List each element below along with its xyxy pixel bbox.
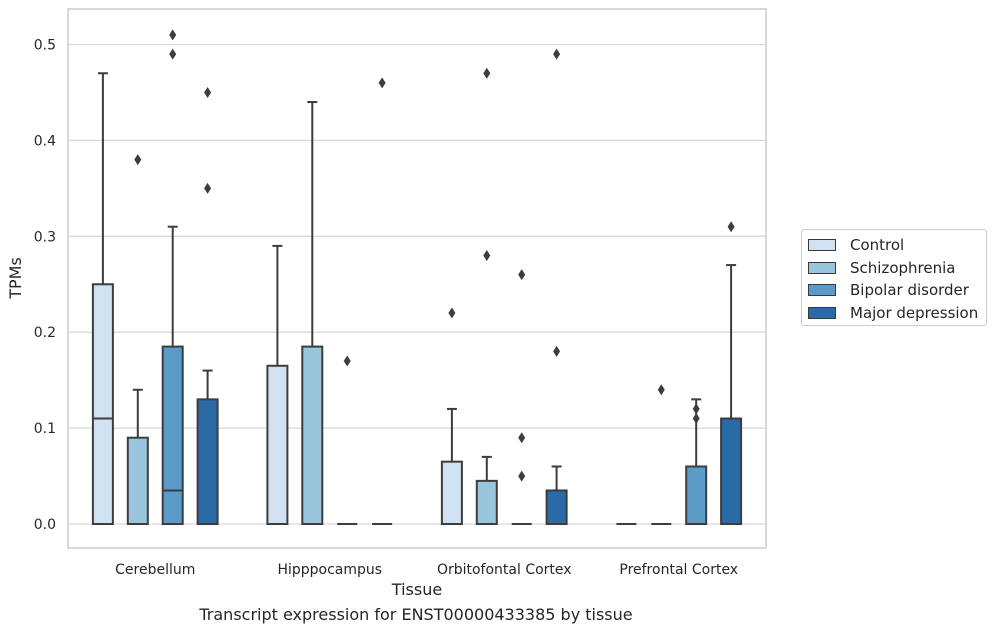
legend: Control Schizophrenia Bipolar disorder Majo… (801, 229, 987, 326)
y-tick-label: 0.4 (34, 133, 56, 149)
legend-swatch (808, 284, 836, 296)
outlier-point (518, 432, 526, 444)
outlier-point (518, 470, 526, 482)
x-tick-label: Prefrontal Cortex (619, 562, 738, 578)
box-major-depression (372, 77, 393, 526)
box-iqr (475, 479, 498, 526)
outlier-point (553, 345, 561, 357)
box-schizophrenia (475, 67, 498, 526)
box-iqr (685, 465, 708, 526)
box-iqr (720, 417, 743, 526)
outlier-point (204, 86, 212, 98)
outlier-point (483, 249, 491, 261)
box-control (266, 244, 289, 526)
outlier-point (169, 48, 177, 60)
chart-caption: Transcript expression for ENST0000043338… (199, 605, 633, 624)
y-tick-labels: 0.0 0.1 0.2 0.3 0.4 0.5 (34, 37, 56, 533)
outlier-point (692, 413, 700, 425)
outlier-point (518, 269, 526, 281)
y-tick-label: 0.2 (34, 325, 56, 341)
outlier-point (204, 182, 212, 194)
box-iqr (91, 283, 114, 526)
outlier-point (134, 154, 142, 166)
box-bipolar-disorder (685, 398, 708, 526)
gridlines (68, 43, 766, 525)
outlier-point (553, 48, 561, 60)
legend-label: Major depression (850, 303, 979, 322)
box-bipolar-disorder (161, 29, 184, 526)
box-schizophrenia (126, 154, 149, 526)
legend-item: Major depression (808, 304, 978, 322)
legend-item: Schizophrenia (808, 259, 955, 277)
legend-swatch (808, 306, 836, 319)
box-major-depression (545, 48, 568, 526)
box-iqr (196, 398, 219, 526)
outlier-point (483, 67, 491, 79)
y-tick-label: 0.3 (34, 229, 56, 245)
outlier-point (378, 77, 386, 89)
box-iqr (161, 345, 184, 526)
x-tick-label: Orbitofontal Cortex (437, 562, 572, 578)
legend-item: Bipolar disorder (808, 281, 969, 299)
plot-frame (67, 8, 767, 549)
outlier-point (448, 307, 456, 319)
x-tick-label: Hipppocampus (277, 562, 382, 578)
legend-label: Schizophrenia (850, 258, 956, 277)
legend-swatch (808, 261, 836, 274)
outlier-point (692, 403, 700, 415)
x-tick-labels: Cerebellum Hipppocampus Orbitofontal Corte… (115, 562, 738, 578)
box-major-depression (196, 86, 219, 526)
box-control (91, 72, 114, 526)
box-bipolar-disorder (337, 355, 358, 526)
box-schizophrenia (301, 101, 324, 526)
box-major-depression (720, 221, 743, 526)
outlier-point (727, 221, 735, 233)
outlier-point (343, 355, 351, 367)
outlier-point (657, 384, 665, 396)
outlier-point (169, 29, 177, 41)
boxes (91, 29, 743, 526)
box-bipolar-disorder (511, 269, 532, 526)
y-tick-label: 0.5 (34, 37, 56, 53)
box-iqr (545, 489, 568, 526)
legend-label: Control (850, 236, 905, 254)
y-axis-label: TPMs (6, 257, 25, 300)
y-tick-label: 0.0 (34, 517, 56, 533)
box-iqr (301, 345, 324, 526)
box-control (440, 307, 463, 526)
box-iqr (126, 436, 149, 526)
box-iqr (440, 460, 463, 526)
y-tick-label: 0.1 (34, 421, 56, 437)
legend-item: Control (808, 236, 904, 254)
x-axis-label: Tissue (391, 580, 442, 599)
x-tick-label: Cerebellum (115, 562, 195, 578)
legend-swatch (808, 239, 836, 251)
legend-label: Bipolar disorder (850, 281, 969, 299)
box-schizophrenia (651, 384, 672, 526)
box-iqr (266, 364, 289, 526)
